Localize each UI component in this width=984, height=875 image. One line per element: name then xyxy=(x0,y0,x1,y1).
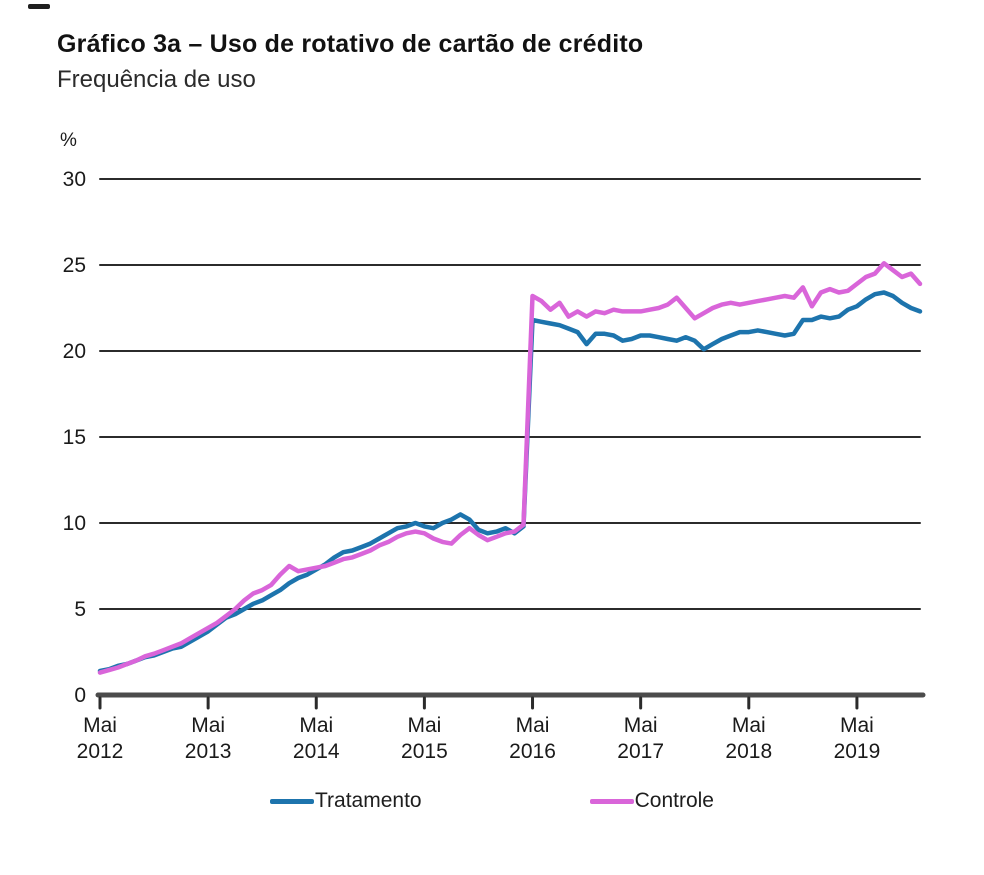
x-tick-label-month-2016: Mai xyxy=(516,714,550,737)
y-tick-label-0: 0 xyxy=(74,684,86,707)
y-tick-label-20: 20 xyxy=(63,340,86,363)
tratamento-line-swatch xyxy=(270,798,314,804)
y-tick-label-5: 5 xyxy=(74,598,86,621)
series-line-tratamento xyxy=(97,290,923,674)
x-tick-label-year-2013: 2013 xyxy=(185,740,232,763)
chart-title: Gráfico 3a – Uso de rotativo de cartão d… xyxy=(57,30,644,58)
x-tick-label-month-2012: Mai xyxy=(83,714,117,737)
x-tick-label-month-2014: Mai xyxy=(299,714,333,737)
x-tick-label-year-2016: 2016 xyxy=(509,740,556,763)
y-tick-label-30: 30 xyxy=(63,168,86,191)
x-tick-label-year-2014: 2014 xyxy=(293,740,340,763)
x-tick-label-month-2017: Mai xyxy=(624,714,658,737)
x-tick-label-month-2013: Mai xyxy=(191,714,225,737)
scan-artifact xyxy=(28,4,50,9)
line-chart: % 0 5 10 15 20 25 30 Mai 2012 Mai 2013 Mai 2014 Mai 201… xyxy=(0,110,984,800)
chart-legend: Tratamento Controle xyxy=(0,789,984,813)
y-tick-label-25: 25 xyxy=(63,254,86,277)
controle-line-swatch xyxy=(589,798,634,804)
x-tick-label-month-2018: Mai xyxy=(732,714,766,737)
x-tick-label-month-2019: Mai xyxy=(840,714,874,737)
chart-canvas: % 0 5 10 15 20 25 30 Mai 2012 Mai 2013 Mai 2014 Mai 201… xyxy=(60,130,926,763)
x-tick-label-year-2019: 2019 xyxy=(834,740,881,763)
x-tick-label-year-2017: 2017 xyxy=(617,740,664,763)
legend-item-controle: Controle xyxy=(589,789,714,813)
chart-subtitle: Frequência de uso xyxy=(57,66,256,93)
x-tick-label-month-2015: Mai xyxy=(407,714,441,737)
y-tick-label-10: 10 xyxy=(63,512,86,535)
y-tick-label-15: 15 xyxy=(63,426,86,449)
x-tick-label-year-2018: 2018 xyxy=(725,740,772,763)
x-tick-label-year-2012: 2012 xyxy=(77,740,124,763)
x-tick-label-year-2015: 2015 xyxy=(401,740,448,763)
series-line-controle xyxy=(97,261,923,675)
legend-label-tratamento: Tratamento xyxy=(315,789,422,812)
y-axis-unit-label: % xyxy=(60,130,77,151)
legend-label-controle: Controle xyxy=(634,789,714,812)
legend-item-tratamento: Tratamento xyxy=(270,789,422,813)
